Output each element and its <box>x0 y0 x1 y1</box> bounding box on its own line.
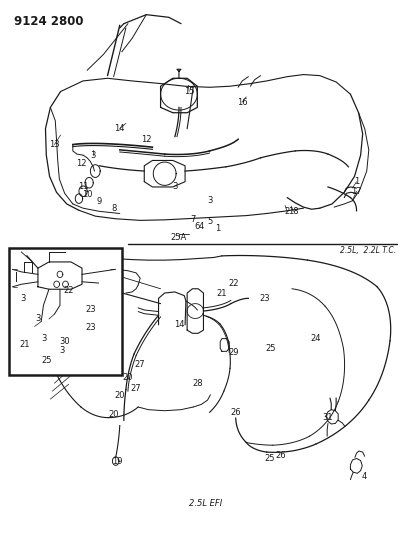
Text: 31: 31 <box>323 413 333 422</box>
Text: 7: 7 <box>191 215 196 224</box>
Text: 29: 29 <box>228 348 238 357</box>
Text: 4: 4 <box>362 472 367 481</box>
Text: 3: 3 <box>207 196 212 205</box>
Text: 14: 14 <box>174 320 184 329</box>
Text: 15: 15 <box>184 87 194 96</box>
Text: 9: 9 <box>97 197 102 206</box>
Text: 12: 12 <box>76 159 86 167</box>
Text: 23: 23 <box>85 323 96 332</box>
Text: 16: 16 <box>237 98 247 107</box>
Text: 3: 3 <box>90 151 96 160</box>
Text: 19: 19 <box>113 457 123 466</box>
Text: 24: 24 <box>310 334 321 343</box>
Text: 28: 28 <box>192 378 203 387</box>
Text: 1: 1 <box>215 224 220 233</box>
Text: 9124 2800: 9124 2800 <box>14 14 83 28</box>
Text: 20: 20 <box>115 391 125 400</box>
Text: 20: 20 <box>123 373 133 382</box>
Text: 22: 22 <box>63 286 74 295</box>
Text: 8: 8 <box>111 204 116 213</box>
Text: 20: 20 <box>109 410 119 419</box>
Text: 14: 14 <box>115 124 125 133</box>
Text: 21: 21 <box>217 288 227 297</box>
Text: 22: 22 <box>229 279 239 288</box>
Text: 10: 10 <box>82 190 92 199</box>
Text: 26: 26 <box>276 451 286 461</box>
Text: 21: 21 <box>20 341 30 350</box>
Text: 23: 23 <box>85 305 96 314</box>
Text: 25: 25 <box>42 357 52 366</box>
Text: 2.5L,  2.2L T.C.: 2.5L, 2.2L T.C. <box>340 246 397 255</box>
Text: 25: 25 <box>266 344 276 353</box>
Text: 1: 1 <box>354 177 359 186</box>
Text: 11: 11 <box>78 182 88 191</box>
Text: 5: 5 <box>207 217 212 227</box>
Text: 23: 23 <box>259 294 270 303</box>
Text: 3: 3 <box>172 182 178 191</box>
Text: 30: 30 <box>59 337 70 346</box>
Bar <box>9 248 122 375</box>
Text: 3: 3 <box>42 334 47 343</box>
Text: 27: 27 <box>131 384 141 393</box>
Text: 27: 27 <box>135 360 145 369</box>
Text: 3: 3 <box>20 294 25 303</box>
Text: 26: 26 <box>231 408 241 417</box>
Text: 25: 25 <box>265 454 275 463</box>
Text: 13: 13 <box>49 140 60 149</box>
Text: 2.5L EFI: 2.5L EFI <box>189 499 222 508</box>
Text: 3: 3 <box>35 314 41 323</box>
Text: 25A: 25A <box>171 233 187 242</box>
Text: 18: 18 <box>288 207 298 216</box>
Text: 2: 2 <box>284 207 290 216</box>
Text: 3: 3 <box>59 346 65 355</box>
Text: 4: 4 <box>199 222 204 231</box>
Text: 17: 17 <box>351 187 362 196</box>
Text: 12: 12 <box>141 135 152 144</box>
Text: 6: 6 <box>195 222 200 231</box>
